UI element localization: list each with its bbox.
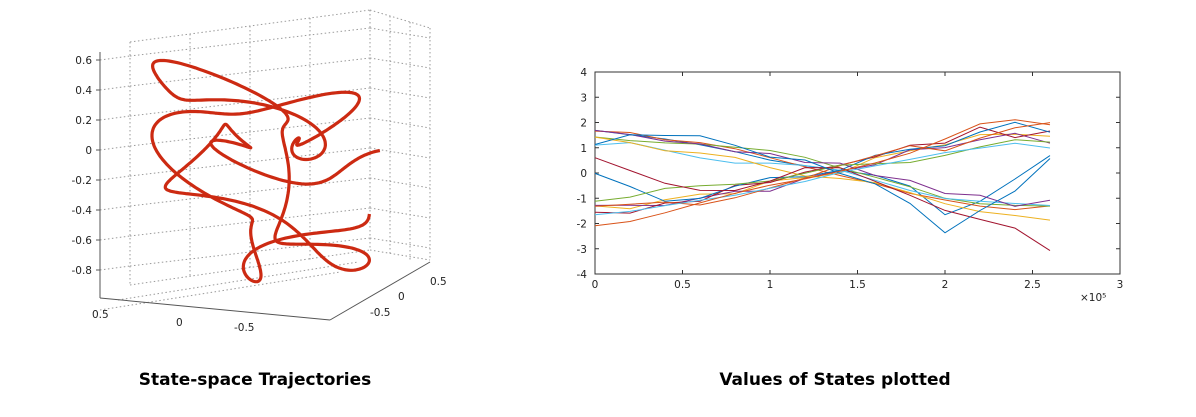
z-grid-line <box>369 207 431 219</box>
series-line <box>594 130 1051 211</box>
y-tick-label: 0 <box>398 291 405 303</box>
3d-plot-svg: 0.6 0.4 0.2 0 -0.2 -0.4 -0.6 -0.8 0.5 0 -0.5 0.5 0 -0… <box>72 9 447 334</box>
y-tick-label: -3 <box>577 244 587 256</box>
z-grid-line <box>369 57 431 69</box>
x-tick-label: 0 <box>592 279 599 291</box>
series-line <box>594 119 1051 227</box>
trajectory-series <box>150 58 381 284</box>
z-tick-label: -0.4 <box>72 205 93 217</box>
series-line <box>594 129 1051 207</box>
y-tick-label: 3 <box>580 92 587 104</box>
x-exponent-label: ×10⁵ <box>1080 292 1106 304</box>
floor-right-edge <box>369 249 431 261</box>
z-grid-line <box>99 55 131 61</box>
z-grid-line <box>369 87 431 99</box>
y-tick-label: 2 <box>580 118 587 130</box>
right-caption: Values of States plotted <box>719 370 951 390</box>
z-grid-line <box>129 117 371 147</box>
series-line <box>594 139 1051 202</box>
y-tick-label: -4 <box>577 269 588 281</box>
z-tick-label: -0.2 <box>72 175 93 187</box>
x-tick-label: 0 <box>176 317 183 329</box>
y-axis-line <box>329 261 431 321</box>
z-grid-line <box>99 145 131 151</box>
y-tick-label: 0.5 <box>430 276 447 288</box>
series-line <box>594 122 1051 207</box>
z-tick-label: -0.8 <box>72 265 93 277</box>
series-line <box>594 157 1051 252</box>
series-line <box>594 121 1051 202</box>
z-grid-line <box>99 115 131 121</box>
z-grid-line <box>99 85 131 91</box>
x-tick-label: 3 <box>1117 279 1124 291</box>
x-tick-label: 0.5 <box>92 309 109 321</box>
left-caption: State-space Trajectories <box>138 370 372 390</box>
x-axis-line <box>99 297 331 321</box>
z-grid-line <box>369 27 431 39</box>
z-grid-line <box>129 57 371 87</box>
z-tick-label: 0.2 <box>75 115 92 127</box>
y-tick-label: 0 <box>580 168 587 180</box>
state-space-3d-plot: 0.6 0.4 0.2 0 -0.2 -0.4 -0.6 -0.8 0.5 0 -0.5 0.5 0 -0… <box>0 0 560 340</box>
floor-grid-line <box>117 261 359 301</box>
line-plot-svg: 4 3 2 1 0 -1 -2 -3 -4 0 0.5 1 1.5 2 2.5 3 ×10⁵ <box>577 67 1124 304</box>
y-tick-label: -0.5 <box>370 307 391 319</box>
z-grid-line <box>369 177 431 189</box>
x-tick-label: 2 <box>942 279 949 291</box>
x-tick-label: 2.5 <box>1024 279 1041 291</box>
y-tick-label: 1 <box>580 143 587 155</box>
states-line-plot: 4 3 2 1 0 -1 -2 -3 -4 0 0.5 1 1.5 2 2.5 3 ×10⁵ <box>560 0 1196 340</box>
series-line <box>594 134 1051 234</box>
z-grid-line <box>369 237 431 249</box>
x-tick-label: 1.5 <box>849 279 866 291</box>
x-tick-label: 1 <box>767 279 774 291</box>
z-grid-line <box>99 175 131 181</box>
z-grid-line <box>99 265 131 271</box>
top-right-edge <box>369 9 431 29</box>
x-tick-label: 0.5 <box>674 279 691 291</box>
floor-grid-line <box>99 271 341 311</box>
z-tick-label: -0.6 <box>72 235 93 247</box>
z-tick-label: 0.6 <box>75 55 92 67</box>
z-grid-line <box>99 205 131 211</box>
y-tick-label: -1 <box>577 193 587 205</box>
z-tick-label: 0.4 <box>75 85 92 97</box>
x-tick-label-partial: -0.5 <box>234 322 255 334</box>
z-grid-line <box>99 235 131 241</box>
z-grid-line <box>369 117 431 129</box>
series-line <box>594 142 1051 216</box>
z-tick-label: 0 <box>85 145 92 157</box>
y-tick-label: 4 <box>580 67 587 79</box>
y-tick-label: -2 <box>577 219 587 231</box>
z-grid-line <box>129 177 371 207</box>
